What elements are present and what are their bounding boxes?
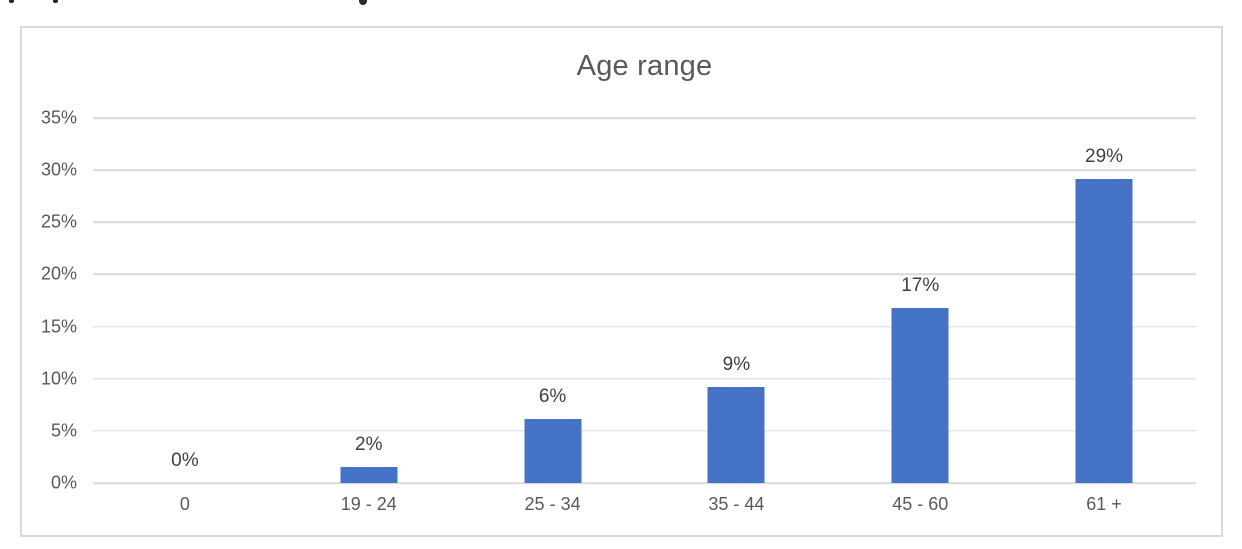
bar-column: 0% 0 — [93, 118, 277, 514]
gridline — [93, 117, 1196, 119]
bar — [524, 419, 582, 483]
category-label: 35 - 44 — [708, 494, 765, 514]
category-label: 61 + — [1086, 494, 1122, 514]
chart-container: Age range 35% 30% 25% 20% 15% 10% 5% 0% … — [20, 26, 1223, 537]
y-axis-tick-label: 35% — [40, 107, 77, 128]
bar-column: 6% 25 - 34 — [461, 118, 645, 514]
bar-series: 0% 0 2% 19 - 24 6% 25 - 34 9% 35 - 44 17 — [93, 118, 1196, 514]
gridlines — [93, 117, 1196, 484]
y-axis-tick-label: 15% — [40, 316, 77, 337]
bar — [891, 307, 949, 483]
bar-value-label: 29% — [1085, 145, 1124, 167]
category-label: 25 - 34 — [524, 494, 581, 514]
y-axis-tick-label: 20% — [40, 263, 77, 284]
gridline — [93, 221, 1196, 224]
y-axis-tick-label: 30% — [40, 159, 77, 180]
category-label: 45 - 60 — [892, 494, 949, 514]
bar-value-label: 9% — [722, 354, 751, 376]
chart-title: Age range — [576, 50, 713, 82]
y-axis-tick-label: 10% — [40, 368, 77, 389]
plot-area: 0% 0 2% 19 - 24 6% 25 - 34 9% 35 - 44 17 — [93, 117, 1196, 514]
bar — [1075, 178, 1133, 483]
bar-column: 9% 35 - 44 — [644, 118, 828, 514]
gridline — [93, 377, 1196, 380]
bar — [340, 467, 398, 483]
bar-column: 17% 45 - 60 — [828, 118, 1012, 514]
y-axis: 35% 30% 25% 20% 15% 10% 5% 0% — [22, 108, 77, 493]
bar-value-label: 6% — [538, 386, 567, 408]
bar-column: 29% 61 + — [1012, 118, 1196, 514]
gridline — [93, 325, 1196, 328]
gridline — [93, 273, 1196, 276]
category-label: 0 — [179, 494, 190, 514]
bar-value-label: 17% — [901, 274, 940, 296]
gridline — [93, 430, 1196, 432]
cropped-text-remnant — [9, 0, 14, 3]
gridline — [93, 169, 1196, 171]
x-axis-line — [93, 482, 1196, 484]
cropped-text-remnant — [359, 0, 367, 5]
cropped-text-remnant — [53, 0, 58, 3]
bar-value-label: 0% — [171, 450, 199, 471]
bar-column: 2% 19 - 24 — [277, 118, 461, 514]
y-axis-tick-label: 25% — [40, 211, 77, 232]
bar-value-label: 2% — [355, 434, 383, 456]
y-axis-tick-label: 0% — [50, 472, 77, 493]
bar — [707, 387, 765, 483]
y-axis-tick-label: 5% — [50, 420, 77, 441]
category-label: 19 - 24 — [340, 494, 397, 514]
